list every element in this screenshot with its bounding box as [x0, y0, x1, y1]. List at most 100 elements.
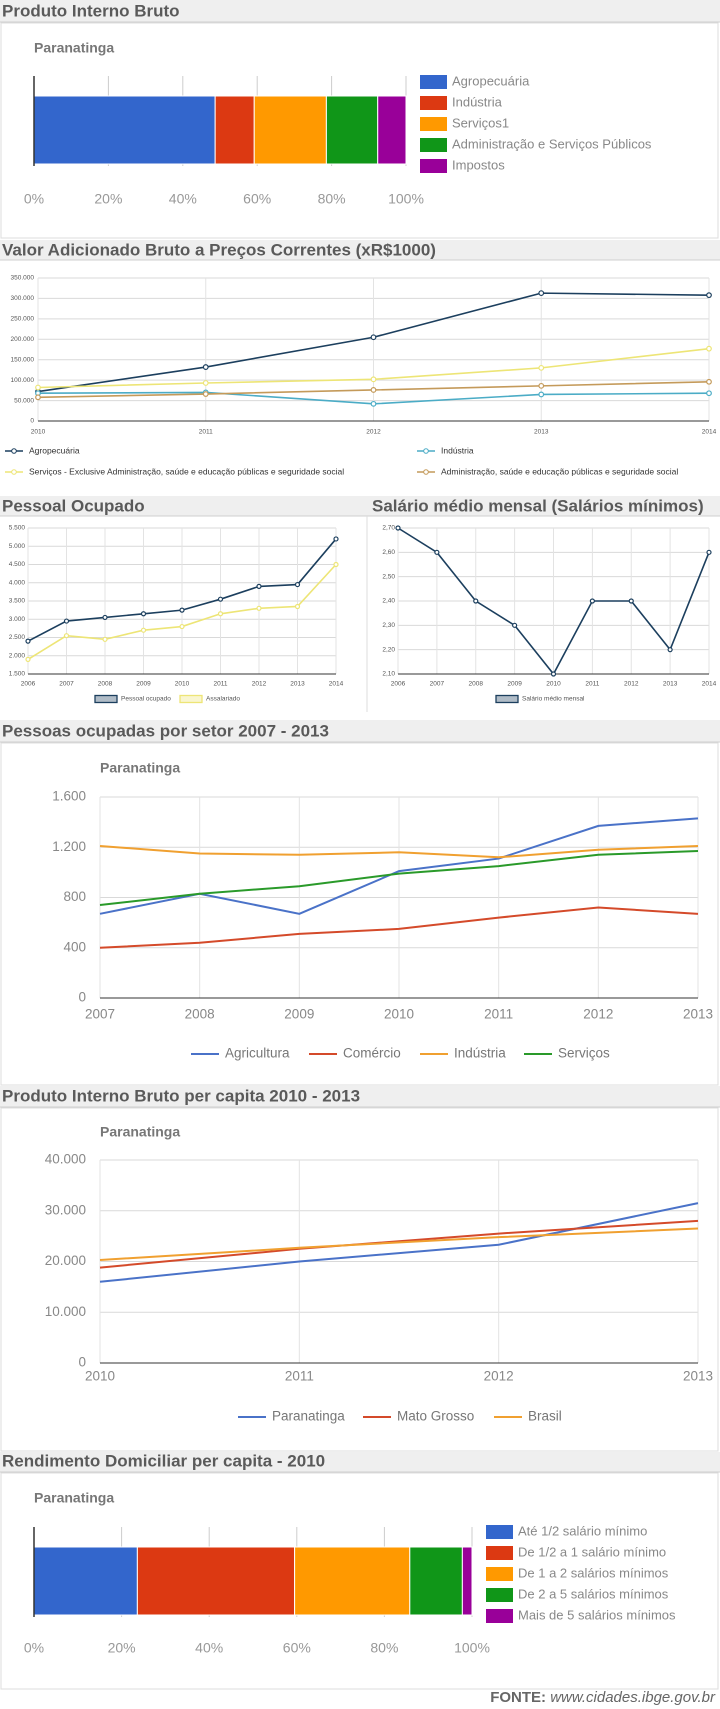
y-tick-label: 100.000	[11, 377, 35, 384]
data-point	[256, 583, 262, 590]
section-header	[0, 0, 720, 22]
section-title: Produto Interno Bruto per capita 2010 - …	[2, 1086, 360, 1105]
x-tick-label: 2007	[59, 681, 74, 688]
y-tick-label: 5.500	[9, 525, 26, 532]
category-label: Paranatinga	[34, 40, 114, 56]
legend-label: Agricultura	[225, 1046, 290, 1061]
legend-swatch	[486, 1609, 513, 1623]
x-tick-label: 2010	[175, 681, 190, 688]
y-tick-label: 2,20	[382, 646, 395, 653]
data-point	[63, 633, 70, 639]
data-point	[538, 382, 545, 389]
legend-label: Agropecuária	[452, 73, 530, 88]
legend-label: Impostos	[452, 157, 505, 172]
x-tick-label: 2007	[85, 1007, 115, 1022]
data-point	[667, 647, 673, 653]
data-point	[706, 378, 712, 385]
data-point	[706, 292, 712, 299]
legend-label: Paranatinga	[272, 1409, 345, 1424]
data-point	[512, 622, 518, 628]
y-tick-label: 0	[78, 1355, 86, 1370]
y-tick-label: 50.000	[14, 397, 34, 404]
x-tick-label: 2012	[484, 1369, 514, 1384]
x-tick-label: 60%	[243, 191, 271, 207]
x-tick-label: 2012	[366, 429, 381, 436]
y-tick-label: 800	[63, 889, 86, 904]
data-point	[179, 607, 185, 613]
series-line	[99, 1219, 699, 1269]
legend-label: Indústria	[441, 445, 474, 455]
legend-label: Assalariado	[206, 696, 240, 703]
legend-label: De 2 a 5 salários mínimos	[518, 1586, 669, 1601]
data-point	[217, 611, 224, 617]
data-point	[294, 581, 301, 588]
legend-dot	[11, 469, 17, 475]
footer-source: www.cidades.ibge.gov.br	[550, 1689, 716, 1706]
legend-label: Até 1/2 salário mínimo	[518, 1523, 647, 1538]
x-tick-label: 2013	[663, 681, 678, 688]
x-tick-label: 40%	[195, 1640, 223, 1656]
footer: FONTE: www.cidades.ibge.gov.br	[490, 1689, 716, 1706]
series-line	[99, 1227, 699, 1261]
section-header	[0, 496, 720, 516]
data-point	[473, 598, 479, 604]
y-tick-label: 1.200	[52, 839, 86, 854]
data-point	[550, 671, 557, 677]
legend-label: Mais de 5 salários mínimos	[518, 1607, 676, 1622]
y-tick-label: 2,10	[382, 671, 395, 678]
x-tick-label: 60%	[283, 1640, 311, 1656]
data-point	[333, 561, 339, 568]
legend-swatch	[486, 1567, 513, 1581]
y-tick-label: 30.000	[45, 1202, 86, 1217]
x-tick-label: 2010	[85, 1369, 115, 1384]
legend-dot	[423, 448, 429, 454]
x-tick-label: 2011	[199, 429, 213, 436]
x-tick-label: 2009	[507, 681, 522, 688]
data-point	[63, 618, 70, 624]
y-tick-label: 2,70	[382, 525, 395, 532]
legend-label: Mato Grosso	[397, 1409, 474, 1424]
y-tick-label: 2.500	[9, 634, 26, 641]
x-tick-label: 2012	[624, 681, 639, 688]
x-tick-label: 2011	[484, 1007, 513, 1022]
y-tick-label: 150.000	[11, 356, 35, 363]
x-tick-label: 2008	[98, 681, 113, 688]
legend-dot	[423, 469, 429, 475]
panel	[0, 1107, 719, 1452]
legend-swatch	[420, 75, 447, 89]
legend-label: Pessoal ocupado	[121, 696, 171, 703]
x-tick-label: 2013	[683, 1369, 713, 1384]
legend-swatch	[486, 1525, 513, 1539]
data-point	[217, 596, 224, 602]
bar-segment	[253, 95, 327, 165]
data-point	[538, 391, 545, 398]
legend-swatch	[420, 117, 447, 131]
data-point	[25, 656, 31, 663]
data-point	[102, 614, 108, 621]
x-tick-label: 2013	[290, 681, 305, 688]
footer-label: FONTE:	[490, 1689, 546, 1706]
series-line	[99, 1202, 699, 1283]
x-tick-label: 2014	[329, 681, 344, 688]
data-point	[140, 611, 147, 617]
legend-swatch	[94, 694, 118, 704]
legend-label: Serviços1	[452, 115, 509, 130]
bar-segment	[325, 95, 379, 165]
legend-label: Administração e Serviços Públicos	[452, 136, 652, 151]
x-tick-label: 100%	[388, 191, 424, 207]
data-point	[589, 598, 595, 604]
y-tick-label: 40.000	[45, 1152, 86, 1167]
y-tick-label: 350.000	[11, 275, 35, 282]
x-tick-label: 2009	[136, 681, 151, 688]
y-tick-label: 4.500	[9, 561, 26, 568]
legend-dot	[11, 448, 17, 454]
y-tick-label: 200.000	[11, 336, 35, 343]
legend-label: De 1 a 2 salários mínimos	[518, 1565, 669, 1580]
legend-label: Serviços	[558, 1046, 610, 1061]
y-tick-label: 250.000	[11, 316, 35, 323]
legend-label: Brasil	[528, 1409, 562, 1424]
bar-segment	[214, 95, 255, 165]
x-tick-label: 2012	[252, 681, 267, 688]
y-tick-label: 2,50	[382, 573, 395, 580]
